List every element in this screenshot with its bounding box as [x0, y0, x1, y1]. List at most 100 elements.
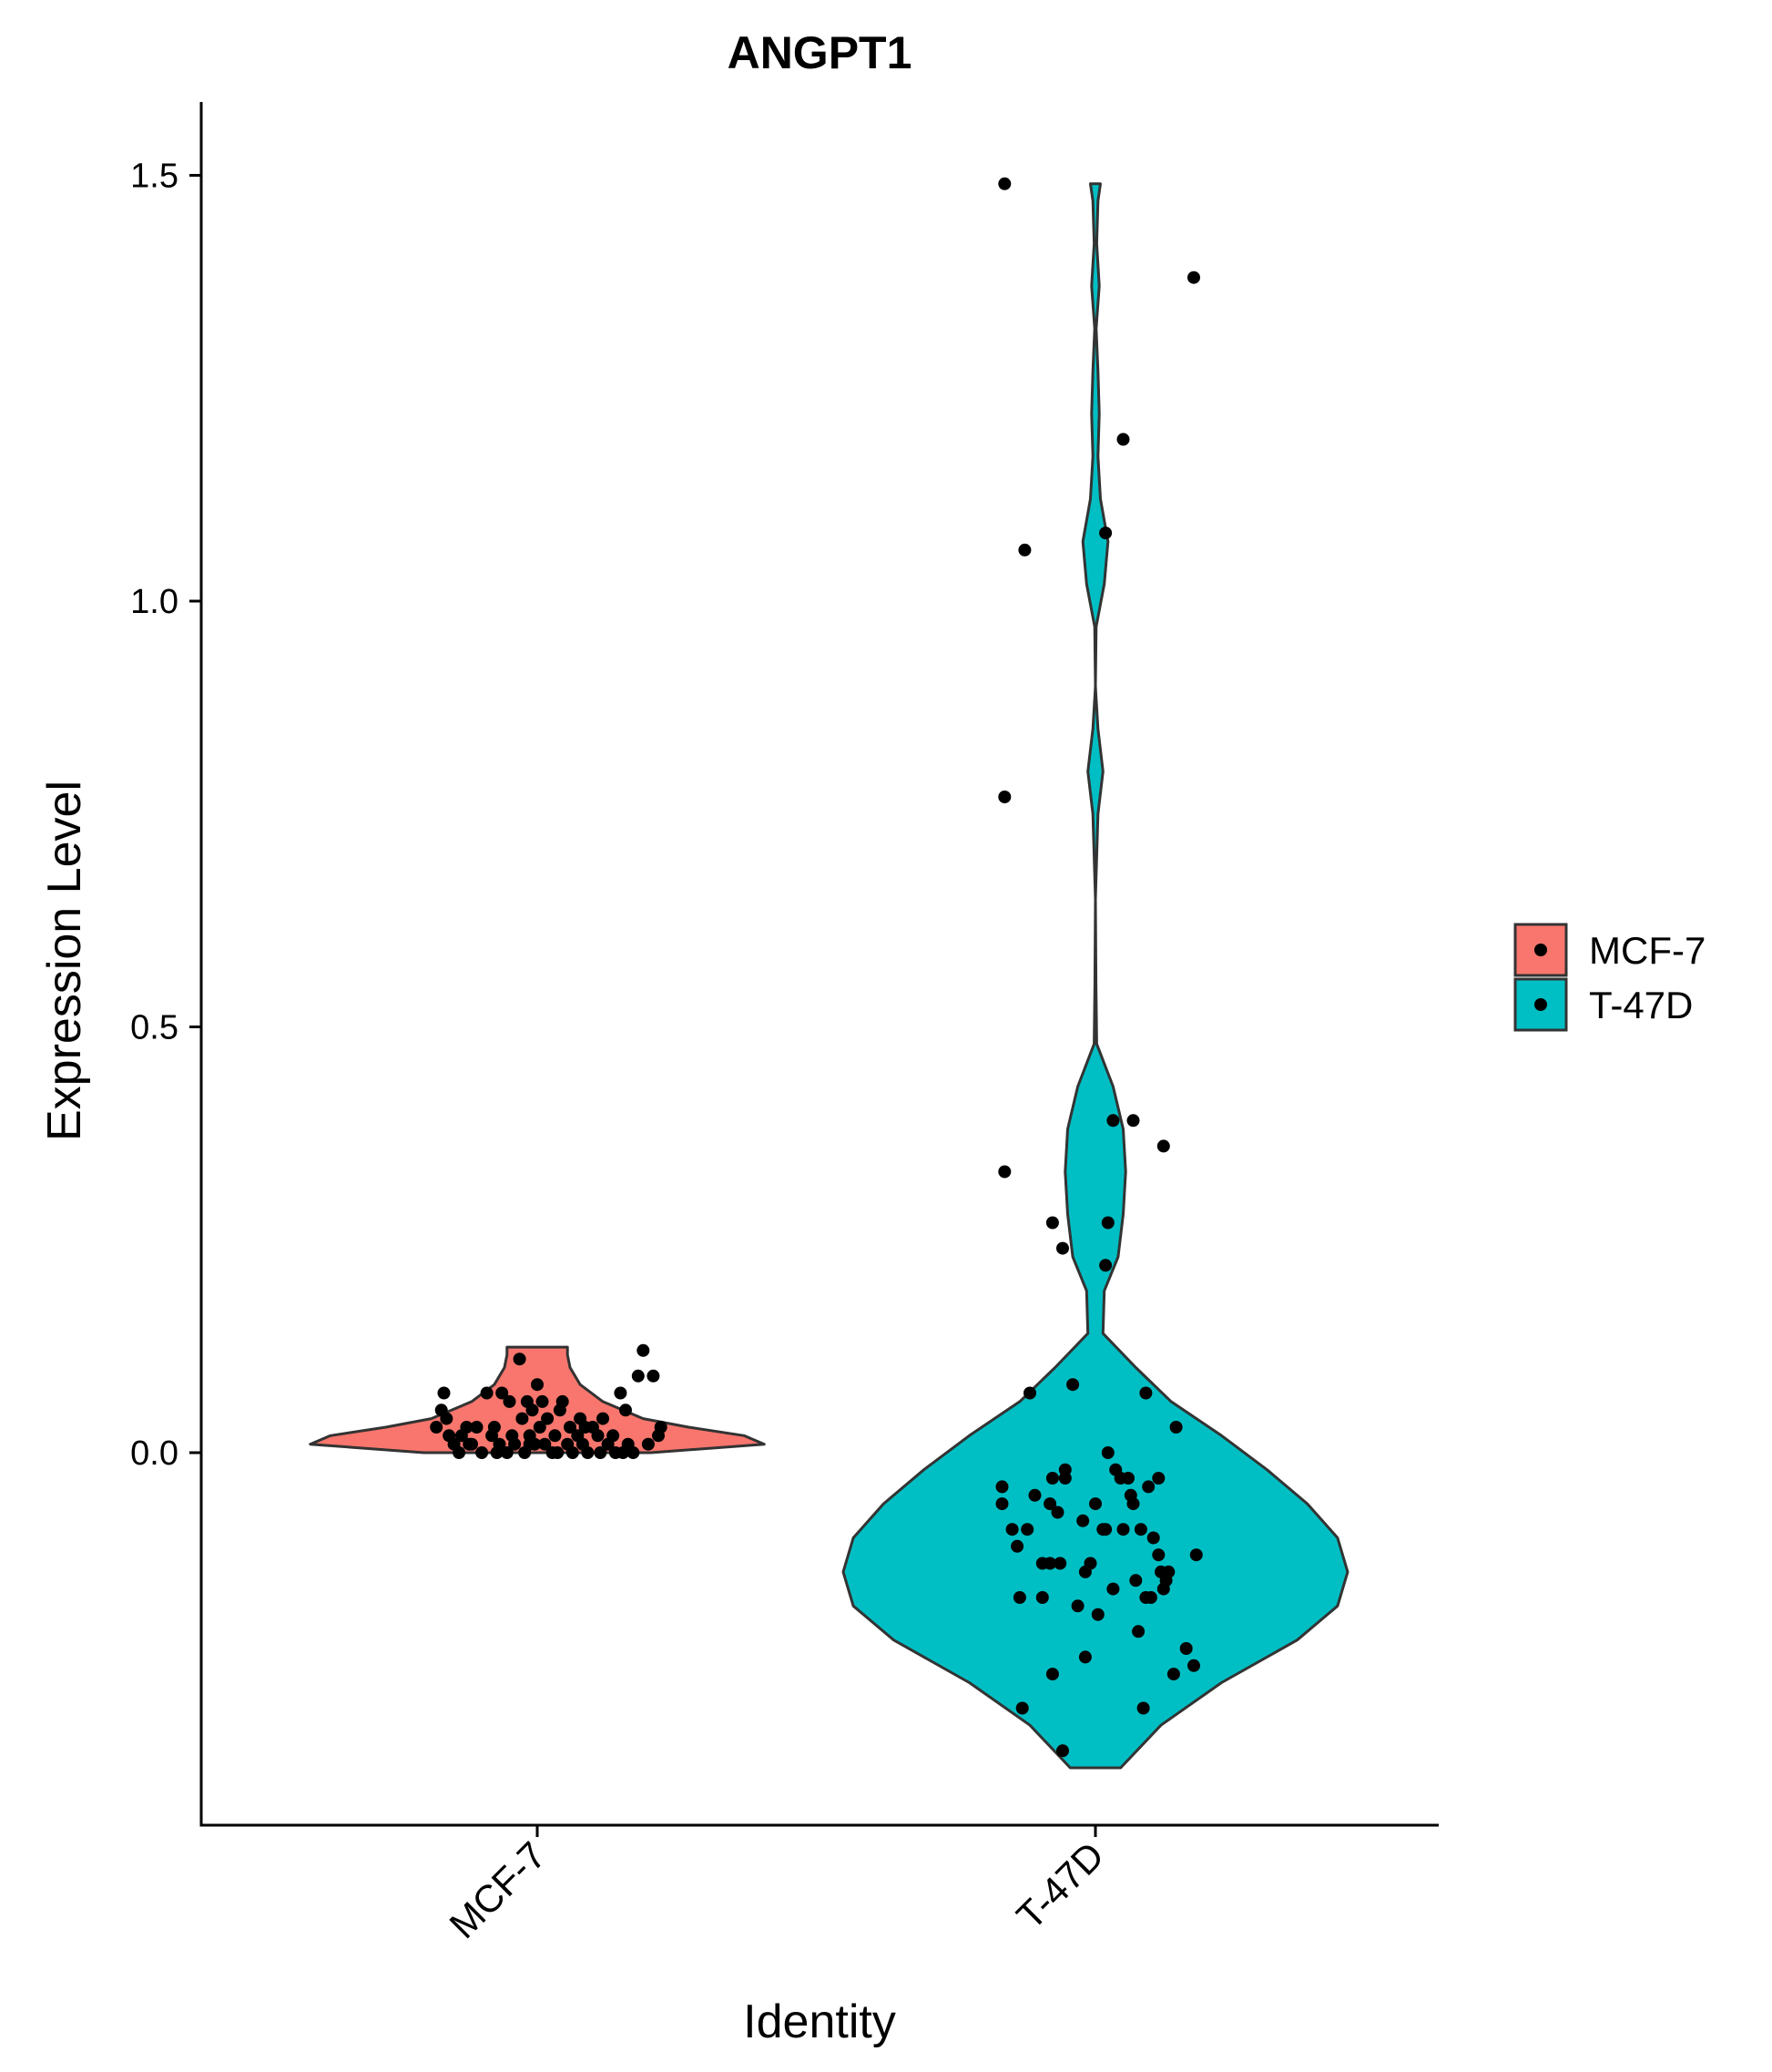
- data-point: [1169, 1421, 1183, 1434]
- data-point: [437, 1386, 451, 1400]
- y-tick-label: 1.5: [130, 158, 178, 196]
- data-point: [1122, 1472, 1135, 1485]
- legend-label: MCF-7: [1589, 929, 1706, 972]
- data-point: [1129, 1574, 1143, 1587]
- data-point: [503, 1394, 516, 1408]
- data-point: [538, 1437, 552, 1451]
- data-point: [1101, 1216, 1115, 1230]
- data-point: [463, 1437, 476, 1451]
- x-axis-title: Identity: [743, 1995, 896, 2048]
- data-point: [1013, 1591, 1026, 1604]
- data-point: [1056, 1744, 1069, 1758]
- data-point: [626, 1446, 640, 1459]
- data-point: [1116, 1523, 1130, 1536]
- data-point: [1136, 1701, 1150, 1715]
- data-point: [1156, 1139, 1170, 1153]
- data-point: [490, 1446, 504, 1459]
- data-point: [460, 1421, 474, 1434]
- data-point: [1101, 1446, 1115, 1459]
- legend-key-point: [1534, 944, 1547, 956]
- data-point: [1078, 1650, 1092, 1664]
- data-point: [1099, 526, 1113, 540]
- data-point: [513, 1352, 526, 1366]
- data-point: [480, 1386, 494, 1400]
- data-point: [1056, 1241, 1069, 1255]
- data-point: [1023, 1386, 1036, 1400]
- data-point: [548, 1429, 562, 1443]
- data-point: [1116, 433, 1130, 446]
- data-point: [555, 1394, 569, 1408]
- data-point: [606, 1429, 620, 1443]
- chart-title: ANGPT1: [728, 27, 912, 78]
- data-point: [578, 1421, 592, 1434]
- x-tick-label: MCF-7: [441, 1833, 554, 1946]
- data-point: [565, 1446, 579, 1459]
- plot-area: [309, 177, 1349, 1770]
- data-point: [594, 1446, 607, 1459]
- data-point: [533, 1421, 546, 1434]
- data-point: [500, 1446, 514, 1459]
- data-point: [1146, 1531, 1160, 1545]
- data-point: [1106, 1114, 1120, 1128]
- data-point: [525, 1403, 539, 1417]
- legend-label: T-47D: [1589, 984, 1693, 1026]
- data-point: [619, 1403, 632, 1417]
- data-point: [1144, 1591, 1157, 1604]
- data-point: [1152, 1548, 1166, 1562]
- x-tick-label: T-47D: [1008, 1833, 1112, 1937]
- data-point: [535, 1394, 549, 1408]
- data-point: [1091, 1608, 1105, 1621]
- data-point: [1045, 1472, 1059, 1485]
- data-point: [1189, 1548, 1203, 1562]
- data-point: [453, 1446, 466, 1459]
- data-point: [551, 1446, 565, 1459]
- data-point: [508, 1437, 522, 1451]
- y-tick-label: 0.5: [130, 1009, 178, 1047]
- data-point: [631, 1369, 645, 1383]
- data-point: [515, 1412, 529, 1425]
- data-point: [1099, 1523, 1113, 1536]
- data-point: [581, 1446, 595, 1459]
- data-point: [475, 1446, 489, 1459]
- y-axis-ticks: 0.0 0.5 1.0 1.5: [130, 158, 201, 1473]
- data-point: [1005, 1523, 1019, 1536]
- x-axis-ticks: MCF-7 T-47D: [441, 1825, 1112, 1946]
- data-point: [1126, 1114, 1140, 1128]
- data-point: [1011, 1539, 1024, 1553]
- data-point: [1166, 1668, 1180, 1681]
- data-point: [1018, 543, 1032, 556]
- data-point: [995, 1497, 1009, 1511]
- data-point: [1054, 1557, 1067, 1570]
- data-point: [1187, 270, 1200, 284]
- data-point: [541, 1412, 555, 1425]
- data-point: [440, 1412, 453, 1425]
- data-point: [998, 177, 1012, 190]
- data-point: [1015, 1701, 1029, 1715]
- data-point: [1051, 1506, 1064, 1519]
- data-point: [1187, 1659, 1200, 1672]
- data-point: [998, 1165, 1012, 1179]
- data-point: [1162, 1565, 1176, 1578]
- data-point: [430, 1421, 443, 1434]
- data-point: [1066, 1378, 1080, 1392]
- violin-t-47d: [841, 182, 1349, 1770]
- data-point: [1132, 1625, 1146, 1638]
- data-point: [1089, 1497, 1102, 1511]
- data-point: [1028, 1488, 1042, 1502]
- data-point: [487, 1421, 501, 1434]
- data-point: [654, 1421, 667, 1434]
- data-point: [636, 1343, 650, 1357]
- data-point: [523, 1437, 536, 1451]
- data-point: [1142, 1480, 1156, 1494]
- data-point: [1045, 1216, 1059, 1230]
- data-point: [1035, 1591, 1049, 1604]
- data-point: [1076, 1514, 1090, 1527]
- data-point: [470, 1421, 484, 1434]
- data-point: [531, 1378, 544, 1392]
- data-point: [1106, 1582, 1120, 1596]
- data-point: [591, 1429, 605, 1443]
- data-point: [1139, 1386, 1153, 1400]
- data-point: [1058, 1472, 1072, 1485]
- data-point: [647, 1369, 660, 1383]
